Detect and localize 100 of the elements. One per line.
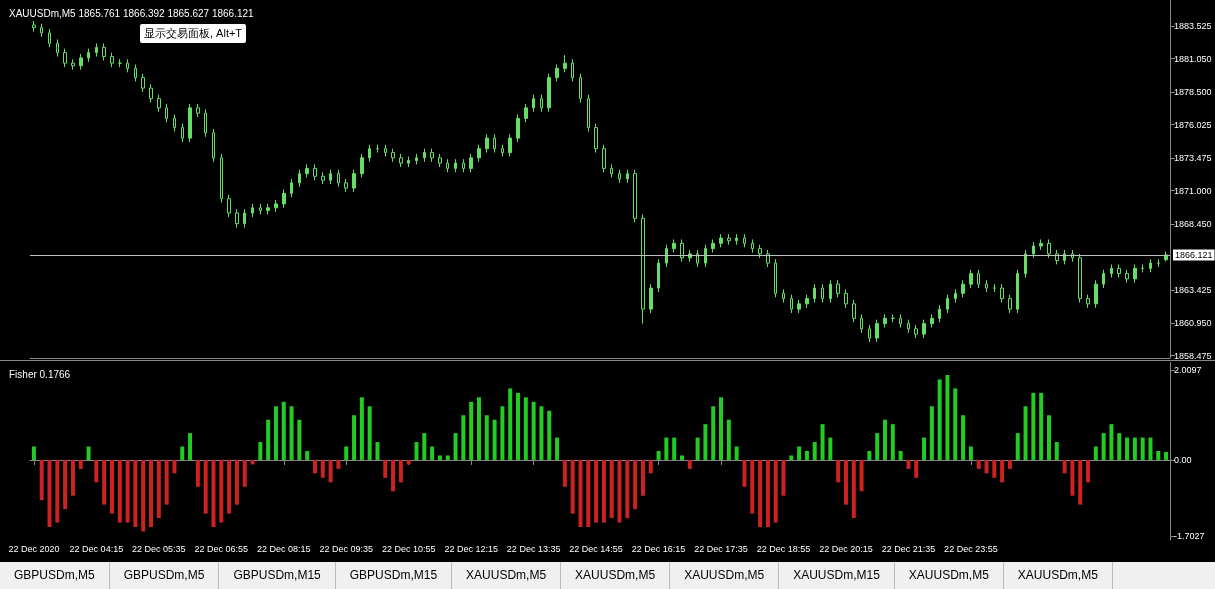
bar [63,459,68,510]
candlestick [743,233,746,248]
bar [281,401,286,460]
bar [804,451,809,460]
bar [1046,415,1051,460]
candlestick [501,144,504,158]
bar [492,419,497,460]
candlestick [87,48,90,63]
candlestick [540,94,543,113]
y-tick-label: 1876.025 [1174,119,1212,130]
bar [547,410,552,460]
candlestick [524,103,528,123]
bar [742,459,747,487]
bar [672,437,677,460]
bar [484,415,489,460]
bar [609,459,614,519]
bar [633,459,638,510]
candlestick [782,288,785,304]
bar [141,459,146,532]
bar [1109,424,1114,460]
candlestick [95,42,98,58]
bar [555,437,560,460]
candlestick [821,283,824,304]
candlestick [868,324,871,343]
candlestick [563,54,567,73]
bar [398,459,403,483]
bar [875,433,880,460]
bar [656,451,661,460]
bar [391,459,396,492]
bar [1070,459,1075,496]
bar [648,459,653,474]
bar [898,451,903,460]
candlestick [337,169,340,188]
bar [750,459,755,514]
bar [687,459,692,469]
candlestick [946,294,949,314]
candlestick [235,208,239,229]
y-tick-label: 2.0097 [1174,365,1202,376]
bar [851,459,856,519]
candlestick [696,249,699,268]
candlestick [485,133,489,154]
candlestick [391,148,395,163]
candlestick [251,203,254,218]
bar [86,446,91,460]
bar [836,459,841,483]
candlestick [883,313,887,329]
candlestick [532,94,535,113]
candlestick [282,188,286,209]
candlestick [423,148,426,163]
candlestick [220,153,223,204]
bar [562,459,567,487]
bar [1078,459,1083,505]
bar [1101,433,1106,460]
candlestick [797,299,801,314]
bar [39,459,44,501]
bar [289,406,294,460]
bar [1125,437,1130,460]
bar [758,459,763,528]
candlestick [727,233,731,246]
x-tick-label: 22 Dec 17:35 [694,543,748,554]
candlestick [462,158,465,173]
candlestick [633,169,637,223]
y-tick-label: -1.7027 [1174,531,1205,542]
x-tick-label: 22 Dec 23:55 [944,543,998,554]
bar [765,459,770,528]
candlestick [313,163,317,181]
bar [344,446,349,460]
candlestick [704,244,707,268]
candlestick [907,319,910,334]
candlestick [774,258,777,298]
bar [586,459,591,528]
bar [55,459,60,523]
candlestick [290,178,293,198]
bar [133,459,138,528]
candlestick [813,283,816,304]
candlestick [735,233,738,246]
bar [242,459,247,487]
bar [516,392,521,460]
candlestick [329,169,332,185]
bar [461,415,466,460]
candlestick [430,148,434,163]
bar [523,397,528,460]
candlestick [790,294,793,314]
bar [719,397,724,460]
bar [47,459,52,528]
bar [1015,433,1020,460]
candlestick [766,249,770,268]
candlestick [1086,294,1090,309]
bar [1023,406,1028,460]
candlestick [48,28,51,48]
candlestick [157,94,161,113]
candlestick [360,153,364,179]
text: GBPUSDm,M5 [0,562,110,589]
bar [695,437,700,460]
bar [336,459,341,469]
candlestick [173,113,176,133]
bar [78,459,83,469]
bar [414,442,419,460]
candlestick [719,233,723,248]
text: XAUUSDm,M5 [1003,562,1113,589]
